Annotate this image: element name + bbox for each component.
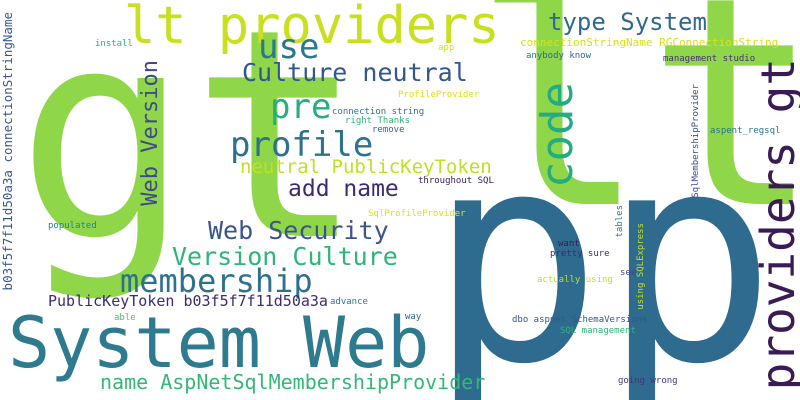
word-using-sqlexpress: using SQLExpress: [636, 223, 646, 310]
word-membership: membership: [120, 262, 313, 300]
word-web-security: Web Security: [208, 216, 389, 245]
word-aspent-regsql: aspent_regsql: [710, 126, 781, 136]
word-use: use: [258, 27, 320, 67]
word-version-culture: Version Culture: [172, 242, 398, 271]
word-web-version: Web Version: [138, 60, 163, 206]
word-tables: tables: [615, 205, 625, 238]
word-sql-management: SQL management: [560, 326, 636, 336]
word-p-2: p: [602, 91, 777, 400]
word-way: way: [405, 312, 422, 322]
word-advance: advance: [330, 297, 368, 307]
word-providers-gt: providers gt: [751, 58, 800, 391]
word-install: install: [95, 39, 133, 49]
word-culture-neutral: Culture neutral: [242, 58, 468, 87]
word-code: code: [532, 82, 583, 188]
word-system-web: System Web: [8, 302, 430, 384]
word-remove: remove: [372, 125, 405, 135]
word-profile: profile: [230, 125, 374, 165]
word-throughout-sql: throughout SQL: [418, 176, 494, 186]
word-app: app: [438, 43, 455, 53]
word-connectionstringname-rg: connectionStringName RGConnectionString: [520, 36, 779, 49]
word-publickeytoken-b03: PublicKeyToken b03f5f7f11d50a3a: [48, 292, 328, 310]
word-neutral-publickeytoken: neutral PublicKeyToken: [240, 156, 492, 178]
word-see: see: [620, 268, 637, 278]
word-p-1: p: [428, 91, 603, 400]
word-gt: gt: [16, 0, 366, 305]
word-add-name: add name: [288, 176, 399, 202]
word-right-thanks: right Thanks: [345, 116, 411, 126]
word-lt: lt: [472, 0, 800, 273]
word-lt-providers: lt providers: [124, 0, 500, 56]
word-pre: pre: [270, 87, 332, 127]
word-sqlprofileprovider: SqlProfileProvider: [368, 209, 466, 219]
word-anybody-know: anybody know: [526, 51, 592, 61]
word-name-aspnetsqlmembershipprovider: name AspNetSqlMembershipProvider: [100, 370, 486, 394]
word-type-system: type System: [548, 8, 707, 36]
word-connection-string: connection string: [332, 107, 425, 117]
word-management-studio: management studio: [663, 54, 756, 64]
word-dbo-aspnet-schemaversions: dbo aspnet_SchemaVersions: [512, 315, 648, 325]
word-able: able: [114, 313, 136, 323]
word-populated: populated: [48, 221, 97, 231]
word-want: want: [558, 239, 580, 249]
word-b03-connectionstringname: b03f5f7f11d50a3a connectionStringName: [0, 12, 15, 291]
word-going-wrong: going wrong: [618, 376, 678, 386]
word-pretty-sure: pretty sure: [550, 249, 610, 259]
word-profileprovider: ProfileProvider: [398, 90, 480, 100]
word-sqlmembershipprovider: SqlMembershipProvider: [691, 84, 701, 198]
word-actually-using: actually using: [537, 275, 613, 285]
